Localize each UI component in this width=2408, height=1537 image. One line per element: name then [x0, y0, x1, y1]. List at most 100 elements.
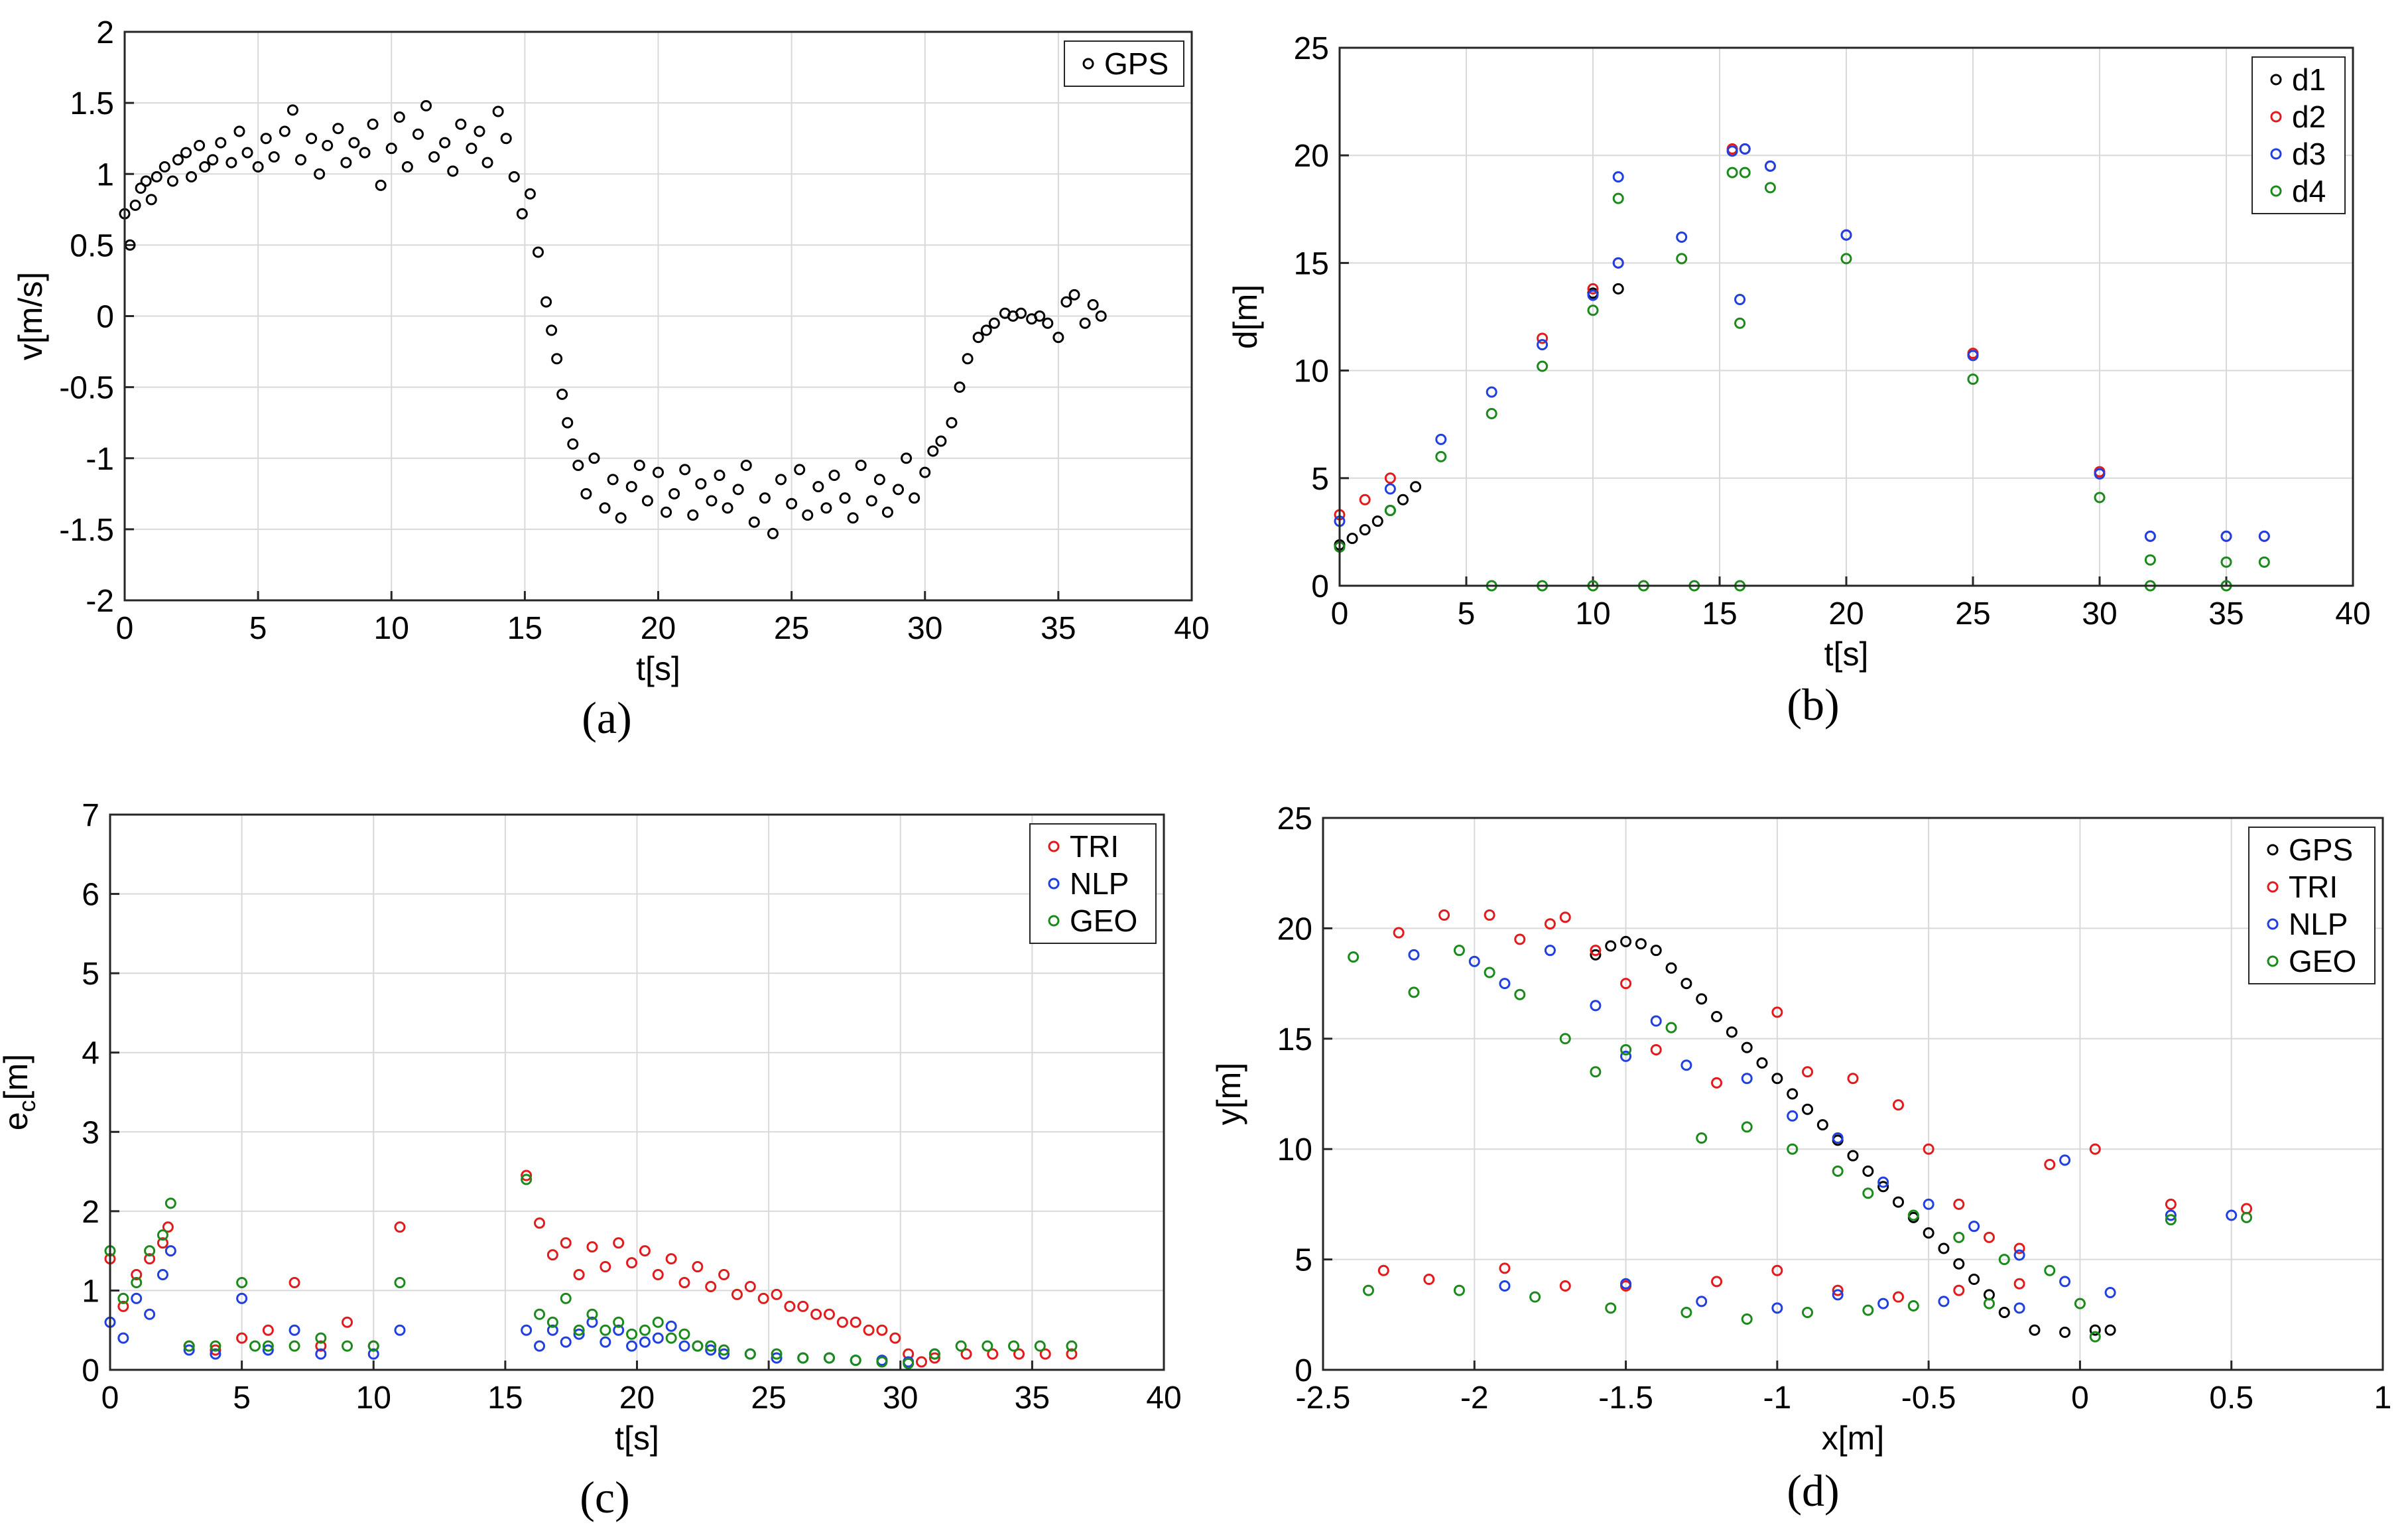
- data-point: [294, 154, 306, 166]
- legend-label: NLP: [2289, 907, 2348, 941]
- data-point: [705, 1340, 717, 1352]
- data-point: [1514, 988, 1526, 1000]
- data-point: [954, 381, 966, 393]
- data-point: [706, 495, 718, 507]
- data-point: [2029, 1324, 2041, 1336]
- y-tick-label: 2: [82, 1195, 99, 1230]
- data-point: [172, 154, 184, 166]
- legend-marker: [2270, 74, 2282, 86]
- data-point: [315, 1348, 327, 1360]
- data-point: [322, 139, 334, 151]
- data-point: [839, 492, 851, 504]
- data-point: [207, 154, 219, 166]
- data-point: [1087, 299, 1099, 310]
- y-axis-label: d[m]: [1227, 285, 1264, 349]
- data-point: [210, 1340, 222, 1352]
- data-point: [718, 1344, 730, 1356]
- data-point: [607, 474, 619, 486]
- data-point: [447, 165, 459, 177]
- data-point: [2089, 1331, 2101, 1343]
- data-point: [1998, 1306, 2010, 1318]
- data-point: [639, 1336, 651, 1348]
- legend-marker: [2270, 185, 2282, 197]
- data-point: [1435, 450, 1447, 462]
- data-point: [1680, 978, 1692, 990]
- legend-label: GPS: [1104, 46, 1169, 81]
- x-tick-label: 40: [2335, 596, 2370, 632]
- data-point: [955, 1340, 967, 1352]
- axes-box: [109, 813, 1165, 1371]
- data-point: [1680, 1306, 1692, 1318]
- data-point: [1359, 524, 1371, 536]
- data-point: [560, 1237, 572, 1249]
- data-point: [1529, 1291, 1541, 1303]
- data-point: [2089, 1143, 2101, 1155]
- data-point: [1468, 955, 1480, 967]
- x-tick-label: 35: [2208, 596, 2244, 632]
- data-point: [982, 1340, 993, 1352]
- data-point: [1650, 945, 1662, 957]
- data-point: [262, 1340, 274, 1352]
- y-tick-label: 20: [1277, 911, 1312, 947]
- data-point: [639, 1324, 651, 1336]
- data-point: [1587, 304, 1599, 316]
- data-point: [500, 133, 512, 145]
- x-tick-label: 5: [1458, 596, 1476, 632]
- data-point: [919, 466, 931, 478]
- data-point: [1771, 1073, 1783, 1085]
- x-axis-label: t[s]: [636, 650, 680, 687]
- data-point: [194, 139, 206, 151]
- data-point: [661, 506, 672, 518]
- data-point: [1397, 494, 1409, 505]
- data-point: [1559, 1033, 1571, 1045]
- data-point: [1953, 1198, 1965, 1210]
- data-point: [551, 353, 563, 365]
- data-point: [1741, 1073, 1753, 1085]
- data-point: [288, 1324, 300, 1336]
- x-tick-label: 40: [1146, 1380, 1181, 1416]
- data-point: [342, 1316, 353, 1328]
- data-point: [1620, 1043, 1632, 1055]
- data-point: [626, 1328, 638, 1340]
- data-point: [1877, 1176, 1889, 1188]
- data-point: [573, 1328, 585, 1340]
- legend-marker: [1048, 840, 1060, 852]
- data-point: [1362, 1284, 1374, 1296]
- series-nlp: [1408, 945, 2238, 1314]
- data-point: [580, 488, 592, 500]
- x-tick-label: 0: [116, 611, 134, 646]
- data-point: [532, 246, 544, 258]
- data-point: [771, 1352, 783, 1364]
- data-point: [757, 1292, 769, 1304]
- data-point: [567, 438, 579, 450]
- y-tick-label: 0.5: [70, 228, 114, 263]
- data-point: [678, 1276, 690, 1288]
- data-point: [420, 100, 432, 111]
- data-point: [928, 1352, 940, 1364]
- x-tick-label: 20: [619, 1380, 655, 1416]
- data-point: [1787, 1143, 1799, 1155]
- data-point: [1696, 1296, 1708, 1307]
- data-point: [131, 1276, 143, 1288]
- data-point: [794, 464, 806, 476]
- y-tick-label: 3: [82, 1115, 99, 1150]
- data-point: [722, 502, 733, 514]
- data-point: [1612, 257, 1624, 269]
- data-point: [249, 1340, 261, 1352]
- data-point: [1095, 310, 1107, 322]
- data-point: [588, 452, 600, 464]
- data-point: [1544, 918, 1556, 930]
- data-point: [428, 151, 440, 163]
- data-point: [1066, 1348, 1078, 1360]
- legend-label: d3: [2292, 137, 2326, 171]
- y-tick-label: -0.5: [59, 371, 114, 406]
- data-point: [1635, 938, 1647, 950]
- data-point: [1359, 494, 1371, 505]
- data-point: [1559, 1280, 1571, 1292]
- data-point: [1696, 1132, 1708, 1144]
- axes-box: [1322, 817, 2384, 1371]
- data-point: [626, 1340, 638, 1352]
- data-point: [1066, 1340, 1078, 1352]
- data-point: [401, 161, 413, 173]
